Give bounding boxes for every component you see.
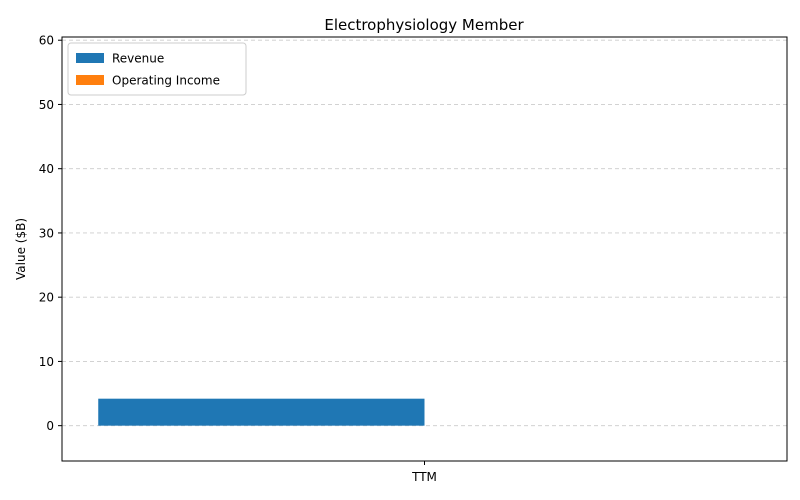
y-tick-label: 10 (39, 355, 54, 369)
legend-swatch (76, 53, 104, 63)
y-axis-ticks: 0 10 20 30 40 50 60 (39, 34, 62, 433)
bars (98, 398, 425, 426)
y-tick-label: 50 (39, 98, 54, 112)
x-tick-label: TTM (411, 470, 437, 484)
gridlines (62, 39, 787, 427)
bar-revenue (98, 398, 425, 426)
legend-swatch (76, 75, 104, 85)
y-axis-label: Value ($B) (14, 218, 28, 280)
y-tick-label: 0 (46, 419, 54, 433)
legend: Revenue Operating Income (67, 42, 247, 96)
y-tick-label: 30 (39, 226, 54, 240)
legend-label: Operating Income (112, 74, 220, 88)
y-tick-label: 20 (39, 291, 54, 305)
y-tick-label: 40 (39, 162, 54, 176)
legend-label: Revenue (112, 52, 164, 66)
legend-box (67, 42, 247, 96)
y-tick-label: 60 (39, 34, 54, 48)
plot-frame (61, 36, 788, 462)
chart-title: Electrophysiology Member (324, 16, 524, 34)
x-axis-ticks: TTM (411, 461, 437, 484)
